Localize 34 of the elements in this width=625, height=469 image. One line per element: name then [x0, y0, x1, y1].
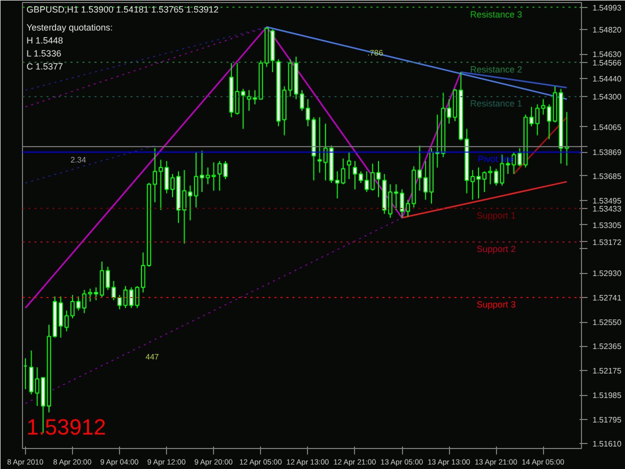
annotation: Yesterday quotations: — [26, 22, 113, 32]
y-tick-label: 1.53172 — [592, 238, 622, 247]
annotation: 447 — [146, 352, 160, 362]
y-tick-label: 1.54630 — [592, 50, 622, 60]
annotation: L 1.5336 — [26, 48, 62, 58]
y-tick-label: 1.51795 — [592, 415, 622, 424]
ref-line-label: Support 1 — [476, 210, 516, 220]
y-tick-label: 1.52930 — [592, 269, 622, 278]
y-tick-label: 1.53495 — [592, 196, 622, 206]
ref-line-label: Resistance 1 — [470, 98, 522, 109]
y-tick-label: 1.52365 — [592, 342, 622, 352]
y-tick-label: 1.51985 — [592, 391, 622, 400]
y-tick-label: 1.53433 — [592, 204, 622, 214]
y-tick-label: 1.52175 — [592, 366, 622, 376]
y-tick-label: 1.53305 — [592, 220, 622, 230]
y-tick-label: 1.54993 — [592, 3, 622, 12]
y-tick-label: 1.54820 — [592, 26, 622, 35]
y-tick-label: 1.52741 — [592, 294, 622, 303]
ref-line-label: Support 2 — [476, 244, 516, 254]
annotation: H 1.5448 — [26, 36, 64, 46]
ref-line-label: Resistance 2 — [470, 64, 522, 74]
y-tick-label: 1.53869 — [592, 148, 622, 158]
annotation: C 1.5377 — [26, 62, 64, 72]
y-tick-label: 1.54065 — [592, 122, 622, 132]
y-tick-label: 1.52550 — [592, 318, 622, 328]
ref-line-label: Resistance 3 — [470, 9, 522, 20]
annotation: 2.34 — [70, 156, 87, 164]
ref-line-label: Support 3 — [476, 300, 516, 310]
y-tick-label: 1.51610 — [592, 439, 622, 448]
chart-title: GBPUSD,H1 1.53900 1.54181 1.53765 1.53912 — [26, 4, 219, 14]
y-tick-label: 1.54440 — [592, 74, 622, 84]
y-tick-label: 1.54566 — [592, 58, 622, 68]
y-tick-label: 1.53685 — [592, 172, 622, 181]
y-tick-label: 1.54300 — [592, 92, 622, 102]
